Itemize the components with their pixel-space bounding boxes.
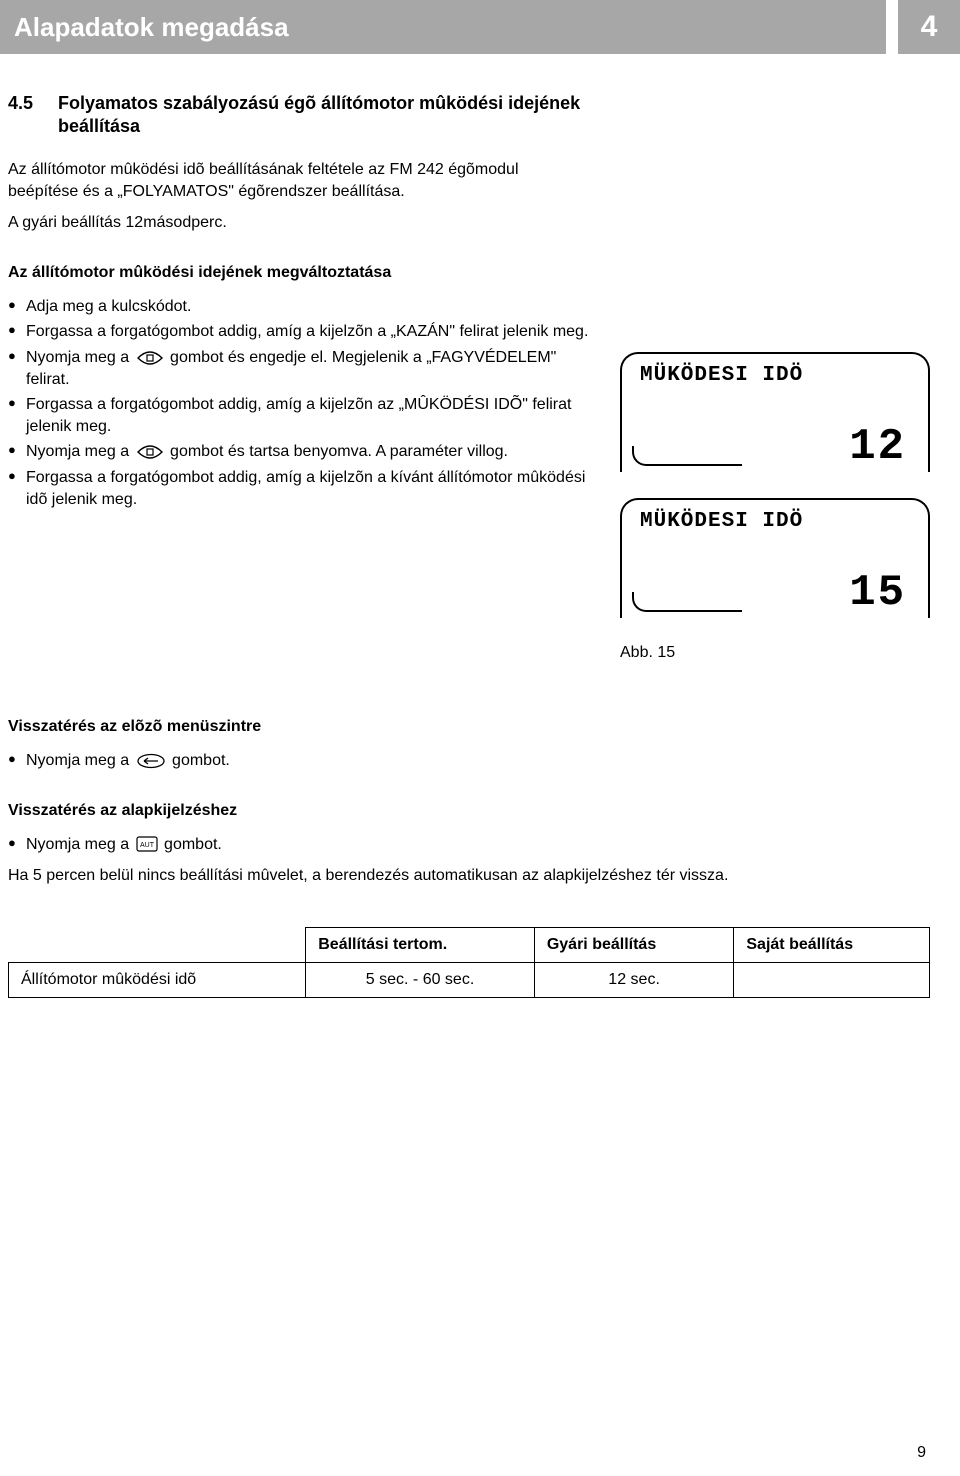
list-text: Forgassa a forgatógombot addig, amíg a k… [26, 323, 588, 340]
section-heading: 4.5 Folyamatos szabályozású égõ állítómo… [8, 92, 590, 137]
table-header: Saját beállítás [734, 927, 930, 962]
return-prev-heading: Visszatérés az elõzõ menüszintre [8, 718, 930, 736]
table-cell: 12 sec. [534, 962, 734, 997]
list-item: Adja meg a kulcskódot. [8, 296, 590, 318]
right-column: MÜKÖDESI IDÖ 12 MÜKÖDESI IDÖ 15 Abb. 15 [620, 92, 930, 662]
display-label: MÜKÖDESI IDÖ [640, 510, 910, 533]
list-text: Nyomja meg a gombot. [26, 752, 230, 769]
svg-text:AUT: AUT [140, 842, 155, 849]
table-row: Állítómotor mûködési idõ 5 sec. - 60 sec… [9, 962, 930, 997]
figure-caption: Abb. 15 [620, 644, 930, 662]
content-area: 4.5 Folyamatos szabályozású égõ állítómo… [0, 54, 960, 662]
list-text: Forgassa a forgatógombot addig, amíg a k… [26, 469, 585, 508]
list-text: Nyomja meg a gombot és engedje el. Megje… [26, 349, 556, 388]
table-cell: Állítómotor mûködési idõ [9, 962, 306, 997]
list-text: Adja meg a kulcskódot. [26, 298, 191, 315]
list-text: Forgassa a forgatógombot addig, amíg a k… [26, 396, 571, 435]
list-item: Nyomja meg a AUT gombot. [8, 834, 930, 856]
list-item: Nyomja meg a gombot. [8, 750, 930, 772]
list-text: Nyomja meg a gombot és tartsa benyomva. … [26, 443, 508, 460]
section-number: 4.5 [8, 92, 58, 137]
table-header-empty [9, 927, 306, 962]
return-base-note: Ha 5 percen belül nincs beállítási mûvel… [8, 865, 930, 887]
display-value: 15 [849, 568, 906, 618]
return-base-list: Nyomja meg a AUT gombot. [8, 834, 930, 856]
subsection-heading: Az állítómotor mûködési idejének megvált… [8, 264, 590, 282]
chapter-number: 4 [898, 0, 960, 54]
header-bar: Alapadatok megadása 4 [0, 0, 960, 54]
list-item: Nyomja meg a gombot és engedje el. Megje… [8, 347, 590, 390]
list-text: Nyomja meg a AUT gombot. [26, 836, 222, 853]
display-button-icon [136, 444, 164, 460]
page: Alapadatok megadása 4 4.5 Folyamatos sza… [0, 0, 960, 1476]
display-label: MÜKÖDESI IDÖ [640, 364, 910, 387]
header-gap [886, 0, 898, 54]
table-header: Gyári beállítás [534, 927, 734, 962]
spacer [620, 92, 930, 352]
list-item: Forgassa a forgatógombot addig, amíg a k… [8, 394, 590, 437]
left-column: 4.5 Folyamatos szabályozású égõ állítómo… [8, 92, 590, 662]
display-value: 12 [849, 422, 906, 472]
intro-para-1: Az állítómotor mûködési idõ beállításána… [8, 159, 590, 202]
display-panel-2: MÜKÖDESI IDÖ 15 [620, 498, 930, 618]
list-item: Nyomja meg a gombot és tartsa benyomva. … [8, 441, 590, 463]
instruction-list: Adja meg a kulcskódot. Forgassa a forgat… [8, 296, 590, 510]
header-title: Alapadatok megadása [0, 0, 886, 54]
display-decor [632, 592, 742, 612]
table-header-row: Beállítási tertom. Gyári beállítás Saját… [9, 927, 930, 962]
page-number: 9 [917, 1444, 926, 1462]
intro-para-2: A gyári beállítás 12másodperc. [8, 212, 590, 234]
display-decor [632, 446, 742, 466]
return-base-heading: Visszatérés az alapkijelzéshez [8, 802, 930, 820]
table-header: Beállítási tertom. [306, 927, 535, 962]
display-button-icon [136, 350, 164, 366]
section-title: Folyamatos szabályozású égõ állítómotor … [58, 92, 590, 137]
list-item: Forgassa a forgatógombot addig, amíg a k… [8, 467, 590, 510]
list-item: Forgassa a forgatógombot addig, amíg a k… [8, 321, 590, 343]
back-button-icon [136, 753, 166, 769]
settings-table: Beállítási tertom. Gyári beállítás Saját… [8, 927, 930, 998]
table-cell: 5 sec. - 60 sec. [306, 962, 535, 997]
display-panel-1: MÜKÖDESI IDÖ 12 [620, 352, 930, 472]
lower-section: Visszatérés az elõzõ menüszintre Nyomja … [0, 662, 960, 887]
settings-table-wrap: Beállítási tertom. Gyári beállítás Saját… [8, 927, 930, 998]
table-cell [734, 962, 930, 997]
aut-button-icon: AUT [136, 836, 158, 852]
return-prev-list: Nyomja meg a gombot. [8, 750, 930, 772]
